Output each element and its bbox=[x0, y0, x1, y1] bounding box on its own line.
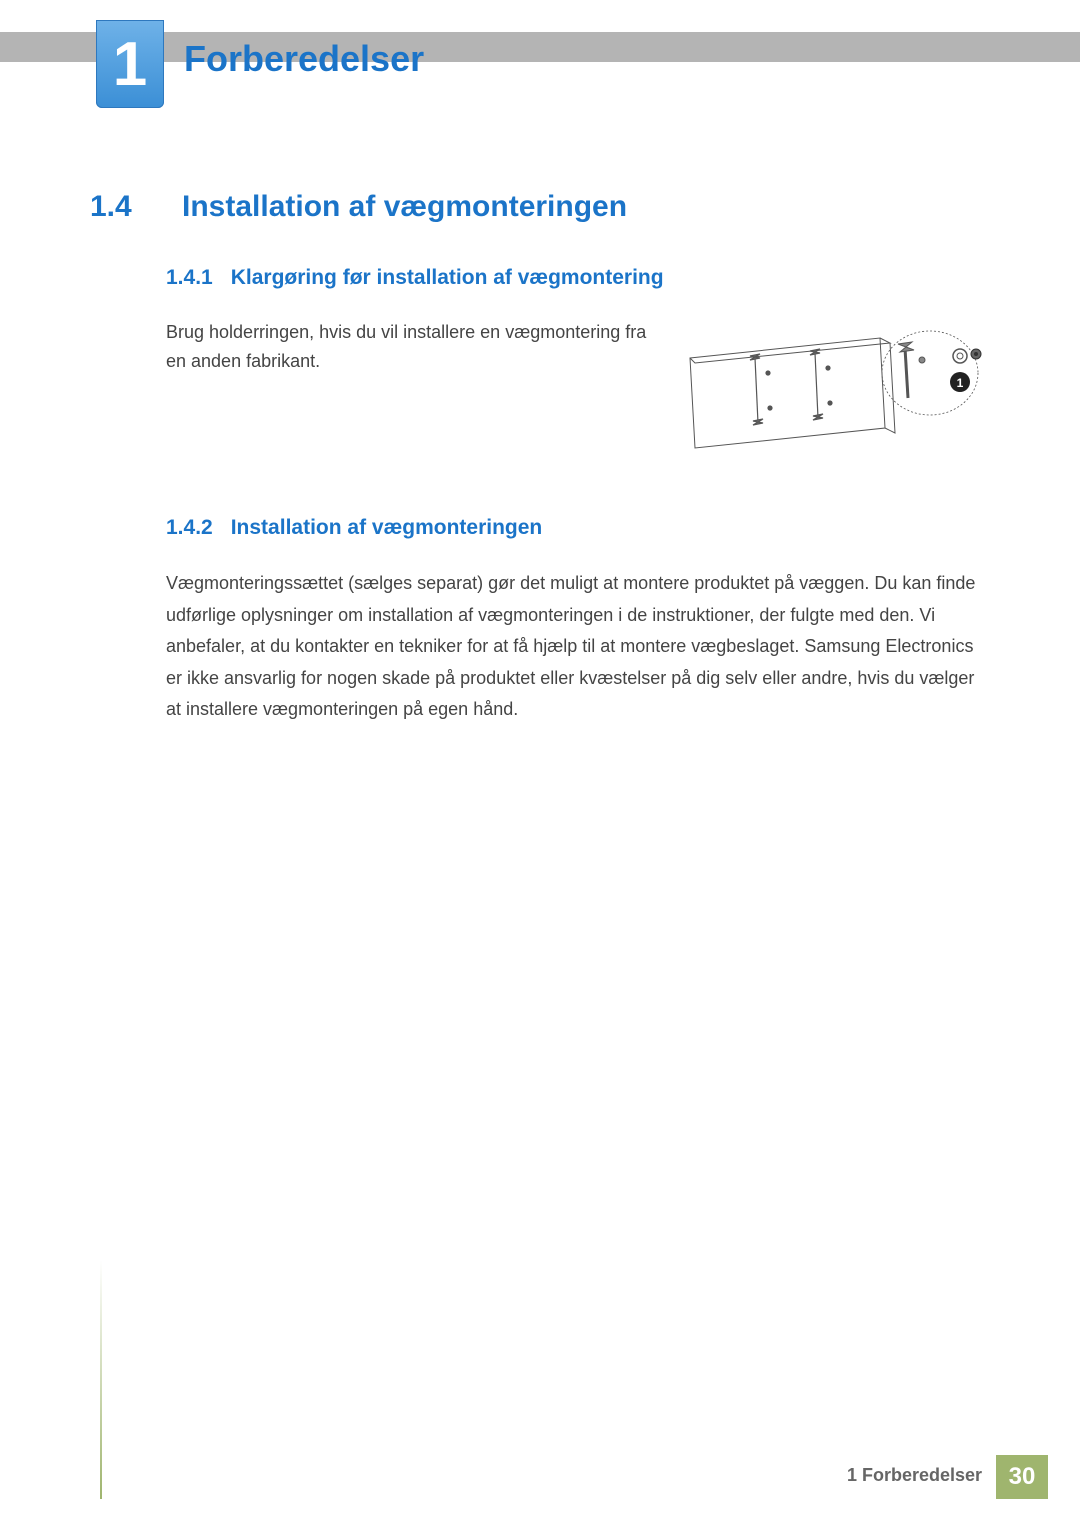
section-heading: 1.4 Installation af vægmonteringen bbox=[90, 190, 990, 224]
chapter-number: 1 bbox=[113, 29, 147, 100]
subsection-number: 1.4.2 bbox=[166, 516, 213, 540]
chapter-tab: 1 bbox=[96, 20, 164, 108]
content-area: 1.4 Installation af vægmonteringen 1.4.1… bbox=[90, 190, 990, 726]
body-text: Vægmonteringssættet (sælges separat) gør… bbox=[166, 568, 990, 726]
subsection-number: 1.4.1 bbox=[166, 266, 213, 290]
page-number: 30 bbox=[1009, 1463, 1036, 1491]
subsection-title: Installation af vægmonteringen bbox=[231, 516, 543, 540]
subsection-heading: 1.4.2 Installation af vægmonteringen bbox=[166, 516, 990, 540]
subsection-heading: 1.4.1 Klargøring før installation af væg… bbox=[166, 266, 990, 290]
footer: 1 Forberedelser 30 bbox=[847, 1455, 1048, 1499]
figure-callout-label: 1 bbox=[957, 376, 964, 390]
footer-chapter-label: 1 Forberedelser bbox=[847, 1455, 996, 1499]
chapter-title: Forberedelser bbox=[184, 38, 424, 80]
subsection-title: Klargøring før installation af vægmonter… bbox=[231, 266, 664, 290]
section-number: 1.4 bbox=[90, 190, 154, 224]
wall-mount-figure: 1 bbox=[680, 318, 990, 468]
body-text: Brug holderringen, hvis du vil installer… bbox=[166, 318, 656, 376]
body-block: Brug holderringen, hvis du vil installer… bbox=[166, 318, 990, 468]
section-title: Installation af vægmonteringen bbox=[182, 190, 627, 224]
left-accent-line bbox=[100, 1260, 102, 1499]
page-number-box: 30 bbox=[996, 1455, 1048, 1499]
